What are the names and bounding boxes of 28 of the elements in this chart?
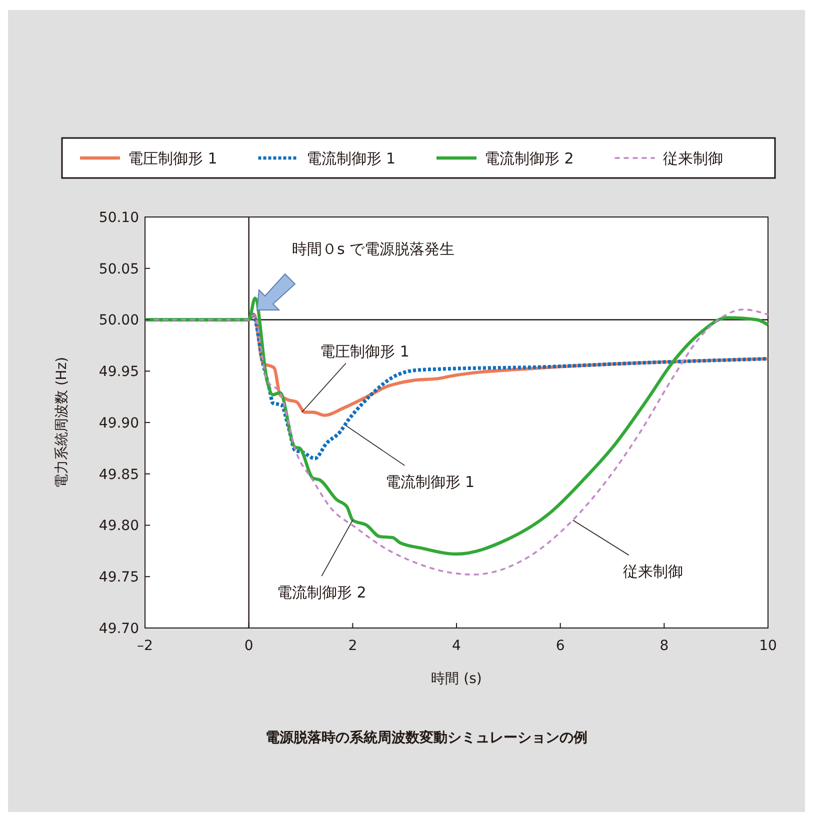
y-tick-label: 49.80 — [98, 518, 139, 534]
x-tick-label: 2 — [348, 638, 358, 654]
annotation: 電圧制御形 1 — [320, 342, 410, 360]
legend-label: 電流制御形 2 — [484, 149, 574, 168]
x-tick-label: 4 — [452, 638, 462, 654]
legend-label: 電圧制御形 1 — [128, 149, 218, 168]
x-tick-label: –2 — [137, 638, 153, 654]
x-axis-title: 時間 (s) — [431, 671, 482, 687]
y-axis-title: 電力系統周波数 (Hz) — [54, 356, 70, 488]
y-tick-label: 49.85 — [98, 466, 139, 483]
x-tick-label: 0 — [244, 638, 254, 654]
y-tick-label: 49.95 — [98, 364, 139, 380]
legend-label: 電流制御形 1 — [306, 149, 396, 168]
y-tick-label: 50.05 — [98, 261, 139, 278]
y-tick-label: 49.70 — [98, 620, 139, 637]
text: 電源脱落時の系統周波数変動シミュレーションの例 — [266, 729, 588, 746]
y-tick-label: 50.00 — [98, 312, 139, 329]
legend-label: 従来制御 — [662, 149, 723, 168]
annotation: 電流制御形 1 — [385, 472, 475, 491]
x-tick-label: 10 — [759, 638, 777, 654]
annotation: 時間０s で電源脱落発生 — [292, 240, 455, 258]
annotation: 電流制御形 2 — [277, 583, 366, 602]
y-tick-label: 50.10 — [98, 210, 139, 226]
x-tick-label: 6 — [556, 638, 565, 654]
y-tick-label: 49.90 — [98, 415, 139, 432]
annotation: 従来制御 — [622, 562, 683, 580]
x-tick-label: 8 — [660, 638, 669, 654]
y-tick-label: 49.75 — [98, 570, 139, 586]
